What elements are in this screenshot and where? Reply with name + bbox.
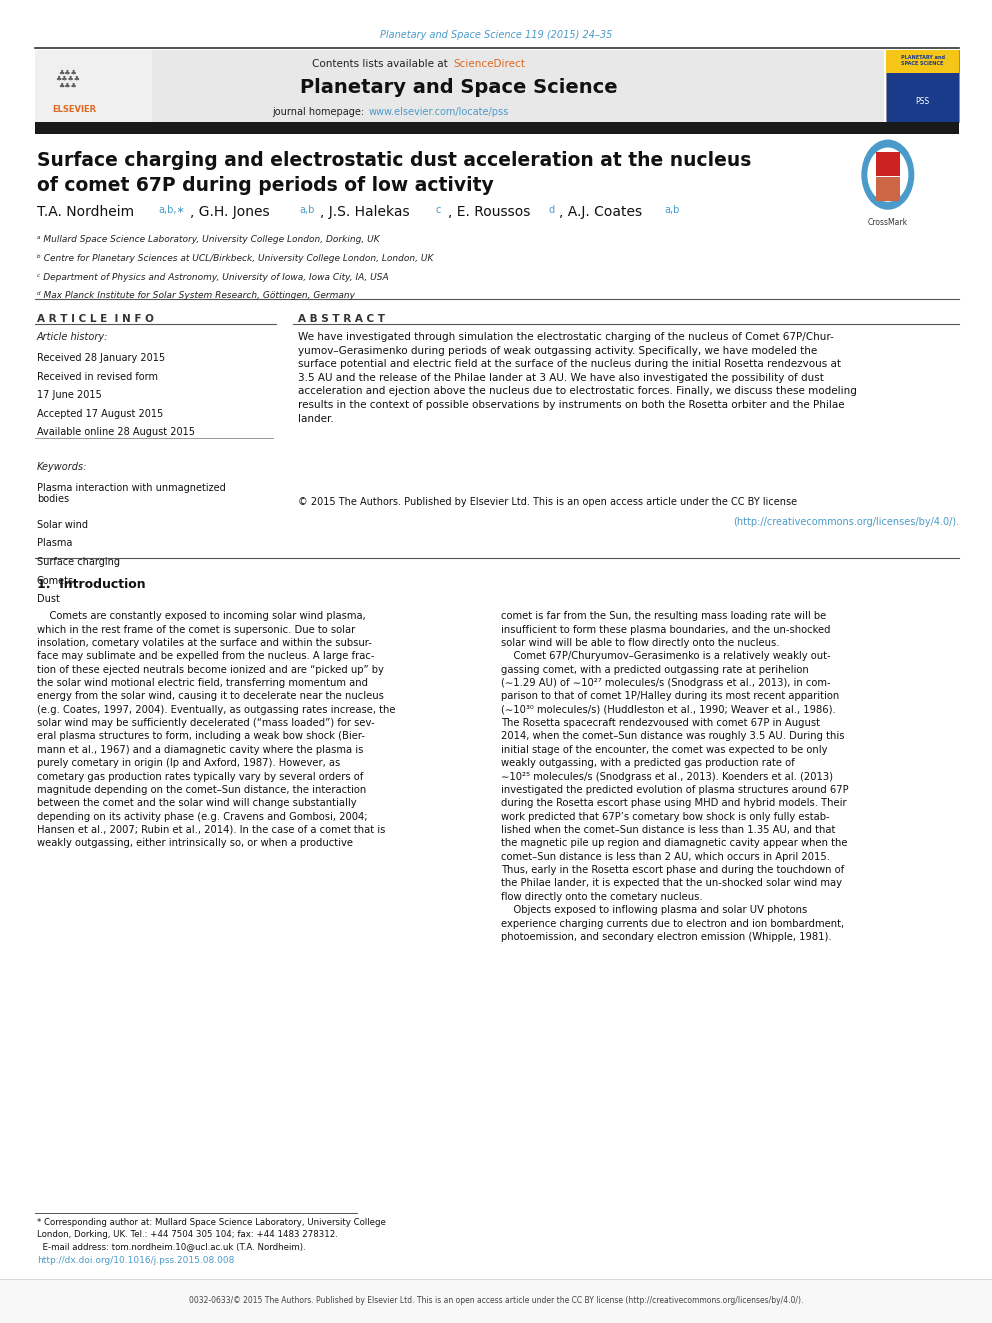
FancyBboxPatch shape <box>35 50 152 122</box>
Text: comet is far from the Sun, the resulting mass loading rate will be
insufficient : comet is far from the Sun, the resulting… <box>501 611 848 942</box>
Text: We have investigated through simulation the electrostatic charging of the nucleu: We have investigated through simulation … <box>298 332 856 423</box>
Text: CrossMark: CrossMark <box>868 218 908 228</box>
Text: http://dx.doi.org/10.1016/j.pss.2015.08.008: http://dx.doi.org/10.1016/j.pss.2015.08.… <box>37 1256 234 1265</box>
FancyBboxPatch shape <box>0 1279 992 1323</box>
Text: 17 June 2015: 17 June 2015 <box>37 390 101 401</box>
Text: Plasma: Plasma <box>37 538 72 549</box>
Text: a,b: a,b <box>665 205 680 216</box>
Text: ScienceDirect: ScienceDirect <box>453 58 525 69</box>
Text: Comets are constantly exposed to incoming solar wind plasma,
which in the rest f: Comets are constantly exposed to incomin… <box>37 611 395 848</box>
Text: , G.H. Jones: , G.H. Jones <box>190 205 270 220</box>
Text: ᵃ Mullard Space Science Laboratory, University College London, Dorking, UK: ᵃ Mullard Space Science Laboratory, Univ… <box>37 235 379 245</box>
Text: , E. Roussos: , E. Roussos <box>448 205 531 220</box>
Text: (http://creativecommons.org/licenses/by/4.0/).: (http://creativecommons.org/licenses/by/… <box>733 517 959 528</box>
Text: A R T I C L E  I N F O: A R T I C L E I N F O <box>37 314 154 324</box>
Text: Planetary and Space Science 119 (2015) 24–35: Planetary and Space Science 119 (2015) 2… <box>380 30 612 41</box>
Text: ♣♣♣
♣♣♣♣
♣♣♣: ♣♣♣ ♣♣♣♣ ♣♣♣ <box>55 70 80 89</box>
Text: , A.J. Coates: , A.J. Coates <box>559 205 643 220</box>
Text: a,b: a,b <box>300 205 314 216</box>
FancyBboxPatch shape <box>886 50 959 73</box>
Text: Received in revised form: Received in revised form <box>37 372 158 382</box>
Text: Contents lists available at: Contents lists available at <box>312 58 451 69</box>
Text: Received 28 January 2015: Received 28 January 2015 <box>37 353 165 364</box>
Text: Available online 28 August 2015: Available online 28 August 2015 <box>37 427 194 438</box>
Text: A B S T R A C T: A B S T R A C T <box>298 314 385 324</box>
Text: 1.  Introduction: 1. Introduction <box>37 578 146 591</box>
Text: journal homepage:: journal homepage: <box>272 107 367 118</box>
Text: © 2015 The Authors. Published by Elsevier Ltd. This is an open access article un: © 2015 The Authors. Published by Elsevie… <box>298 497 797 508</box>
Text: ᵇ Centre for Planetary Sciences at UCL/Birkbeck, University College London, Lond: ᵇ Centre for Planetary Sciences at UCL/B… <box>37 254 434 263</box>
Text: Surface charging and electrostatic dust acceleration at the nucleus
of comet 67P: Surface charging and electrostatic dust … <box>37 151 751 194</box>
Text: Dust: Dust <box>37 594 60 605</box>
Text: PLANETARY and
SPACE SCIENCE: PLANETARY and SPACE SCIENCE <box>901 56 944 66</box>
Text: 0032-0633/© 2015 The Authors. Published by Elsevier Ltd. This is an open access : 0032-0633/© 2015 The Authors. Published … <box>188 1297 804 1304</box>
Text: www.elsevier.com/locate/pss: www.elsevier.com/locate/pss <box>369 107 509 118</box>
FancyBboxPatch shape <box>35 50 884 122</box>
Text: d: d <box>549 205 555 216</box>
Text: Solar wind: Solar wind <box>37 520 87 531</box>
Text: ᶜ Department of Physics and Astronomy, University of Iowa, Iowa City, IA, USA: ᶜ Department of Physics and Astronomy, U… <box>37 273 388 282</box>
Text: * Corresponding author at: Mullard Space Science Laboratory, University College
: * Corresponding author at: Mullard Space… <box>37 1218 386 1252</box>
FancyBboxPatch shape <box>886 50 959 122</box>
Text: ELSEVIER: ELSEVIER <box>53 105 96 114</box>
Text: Surface charging: Surface charging <box>37 557 120 568</box>
Text: Plasma interaction with unmagnetized
bodies: Plasma interaction with unmagnetized bod… <box>37 483 225 504</box>
Text: a,b,∗: a,b,∗ <box>159 205 186 216</box>
FancyBboxPatch shape <box>35 122 959 134</box>
Text: T.A. Nordheim: T.A. Nordheim <box>37 205 134 220</box>
Circle shape <box>862 140 914 209</box>
Text: Accepted 17 August 2015: Accepted 17 August 2015 <box>37 409 163 419</box>
Text: Comets: Comets <box>37 576 73 586</box>
Text: c: c <box>435 205 440 216</box>
FancyBboxPatch shape <box>876 177 900 201</box>
Text: Planetary and Space Science: Planetary and Space Science <box>301 78 618 97</box>
Circle shape <box>868 148 908 201</box>
Text: , J.S. Halekas: , J.S. Halekas <box>320 205 410 220</box>
FancyBboxPatch shape <box>876 152 900 176</box>
Text: Article history:: Article history: <box>37 332 108 343</box>
Text: PSS: PSS <box>916 98 930 106</box>
Text: Keywords:: Keywords: <box>37 462 87 472</box>
Text: ᵈ Max Planck Institute for Solar System Research, Göttingen, Germany: ᵈ Max Planck Institute for Solar System … <box>37 291 355 300</box>
